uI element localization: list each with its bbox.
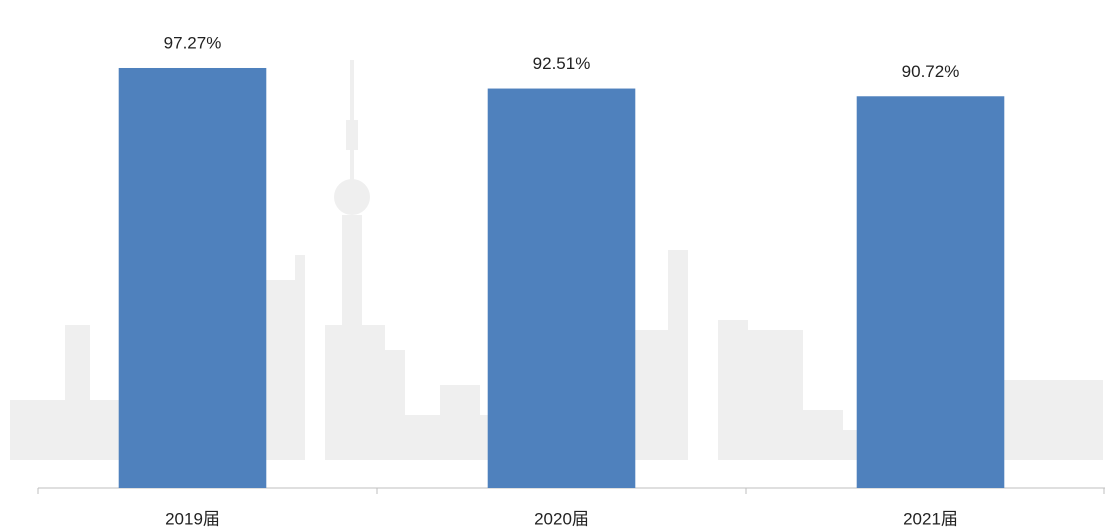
bar [118,67,267,489]
bar [856,96,1005,488]
x-tick-label: 2021届 [903,509,958,528]
value-label: 97.27% [164,33,222,52]
value-label: 90.72% [902,62,960,81]
x-tick-label: 2020届 [534,509,589,528]
value-label: 92.51% [533,54,591,73]
x-tick-label: 2019届 [165,509,220,528]
bar [487,88,636,489]
skyline-background [10,60,1103,460]
